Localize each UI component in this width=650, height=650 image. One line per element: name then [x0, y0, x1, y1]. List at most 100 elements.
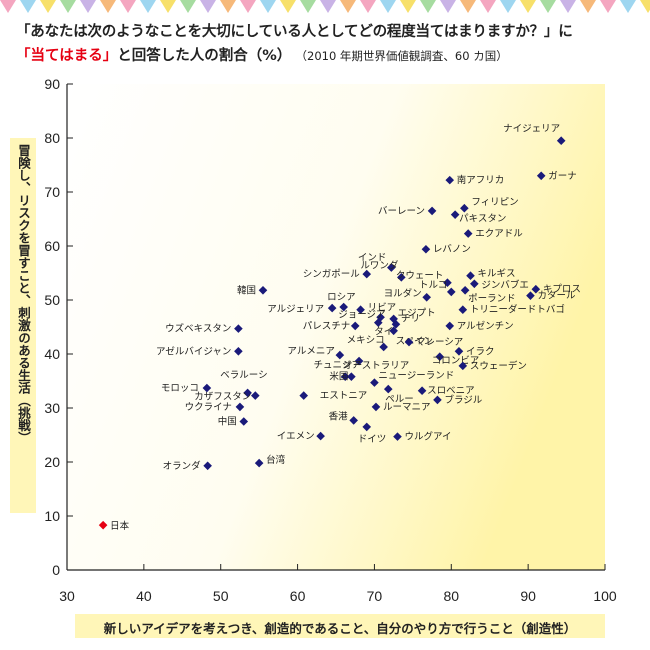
- data-point-marker: [393, 432, 402, 441]
- bunting-flag: [80, 0, 96, 13]
- data-point-marker: [98, 520, 108, 530]
- data-point-marker: [327, 303, 337, 313]
- data-point-marker: [258, 285, 268, 295]
- data-point-marker: [362, 422, 372, 432]
- data-point-marker: [371, 402, 381, 412]
- data-point-marker: [202, 383, 212, 393]
- bunting-flag: [460, 0, 476, 13]
- data-point-label: アルゼンチン: [457, 320, 514, 332]
- data-point-marker: [299, 391, 309, 400]
- data-point-label: リビア: [368, 303, 397, 314]
- bunting-flag: [620, 0, 636, 13]
- data-point-label: キプロス: [543, 284, 581, 295]
- data-point-label: エクアドル: [475, 229, 523, 240]
- bunting-flag: [400, 0, 416, 13]
- bunting-flag: [520, 0, 536, 13]
- data-point-marker: [340, 372, 350, 381]
- data-point-marker: [427, 206, 437, 216]
- data-point-label: エストニア: [320, 391, 368, 402]
- y-tick-label: 50: [44, 292, 60, 308]
- data-point-label: アルジェリア: [267, 304, 324, 315]
- data-point-label: 南アフリカ: [457, 174, 505, 186]
- data-point-marker: [350, 321, 360, 331]
- data-point-label: ガーナ: [548, 171, 577, 182]
- x-axis-label: 新しいアイデアを考えつき、創造的であること、自分のやり方で行うこと（創造性）: [103, 621, 577, 636]
- data-point-label: パキスタン: [459, 214, 506, 225]
- bunting-flag: [100, 0, 116, 13]
- data-point-marker: [466, 271, 475, 280]
- bunting-flag: [20, 0, 36, 13]
- data-point-marker: [526, 291, 535, 300]
- y-tick-label: 20: [44, 454, 60, 470]
- bunting-flag: [380, 0, 396, 13]
- y-tick-label: 60: [44, 238, 60, 254]
- data-point-marker: [243, 388, 252, 398]
- y-tick-label: 40: [44, 346, 60, 362]
- data-point-label: ウズベキスタン: [165, 323, 231, 335]
- data-point-label: ルワンダ: [360, 259, 399, 271]
- data-point-marker: [536, 171, 546, 181]
- data-point-marker: [397, 273, 406, 282]
- data-point-label: カタール: [537, 291, 576, 302]
- data-point-label: オーストラリア: [343, 361, 409, 372]
- y-tick-label: 70: [44, 184, 60, 200]
- data-point-label: イラク: [466, 346, 495, 357]
- title-highlight: 「当てはまる」: [16, 48, 118, 64]
- data-point-marker: [450, 210, 460, 219]
- bunting-flag: [640, 0, 650, 13]
- bunting-flag: [480, 0, 496, 13]
- y-axis-label: 冒険し、リスクを冒すこと、刺激のある生活（挑戦）: [16, 144, 31, 444]
- x-tick-label: 40: [136, 588, 152, 604]
- bunting-flag: [560, 0, 576, 13]
- data-point-marker: [470, 279, 479, 289]
- data-point-label: 米国: [329, 371, 348, 383]
- data-point-label: ウクライナ: [185, 402, 232, 413]
- data-point-marker: [454, 347, 464, 356]
- data-point-label: ウルグアイ: [404, 431, 451, 443]
- bunting-flag: [120, 0, 136, 13]
- data-point-marker: [458, 361, 468, 371]
- bunting-flag: [60, 0, 76, 13]
- data-point-label: ニュージーランド: [378, 371, 454, 382]
- data-point-marker: [234, 347, 243, 356]
- data-point-marker: [443, 278, 452, 288]
- data-point-marker: [362, 269, 372, 279]
- data-point-label: インド: [358, 253, 387, 264]
- x-tick-label: 70: [367, 588, 383, 604]
- bunting-flag: [500, 0, 516, 13]
- x-tick-label: 50: [213, 588, 229, 604]
- data-point-marker: [235, 402, 245, 412]
- data-point-marker: [349, 416, 358, 425]
- data-point-label: ジョージア: [338, 309, 385, 320]
- bunting-flag: [140, 0, 156, 13]
- data-point-label: ポーランド: [468, 293, 516, 304]
- y-tick-label: 30: [44, 400, 60, 416]
- data-point-label: アルメニア: [287, 346, 334, 357]
- data-point-marker: [370, 378, 379, 387]
- data-point-marker: [316, 431, 325, 441]
- y-tick-label: 90: [44, 76, 60, 92]
- data-point-marker: [391, 320, 401, 329]
- data-point-marker: [387, 263, 396, 272]
- data-point-label: パレスチナ: [303, 321, 351, 332]
- data-point-label: アゼルバイジャン: [156, 345, 231, 357]
- data-point-label: ジンバブエ: [481, 279, 529, 291]
- data-point-marker: [445, 321, 455, 331]
- bunting-flag: [0, 0, 16, 13]
- data-point-marker: [373, 318, 383, 327]
- data-point-marker: [234, 324, 243, 333]
- bunting-flag: [220, 0, 236, 13]
- data-point-label: イエメン: [277, 431, 315, 442]
- data-point-marker: [463, 229, 473, 238]
- title-line2-rest: と回答した人の割合（%）: [117, 48, 292, 64]
- data-point-marker: [379, 342, 388, 352]
- bunting-flag: [240, 0, 256, 13]
- data-point-marker: [203, 461, 212, 471]
- title-line1: 「あなたは次のようなことを大切にしている人としてどの程度当てはまりますか？」に: [16, 24, 573, 40]
- data-point-marker: [556, 136, 566, 145]
- bunting-flag: [300, 0, 316, 13]
- bunting-flag: [360, 0, 376, 13]
- data-point-label: チリ: [401, 313, 420, 324]
- bunting-flag: [320, 0, 336, 13]
